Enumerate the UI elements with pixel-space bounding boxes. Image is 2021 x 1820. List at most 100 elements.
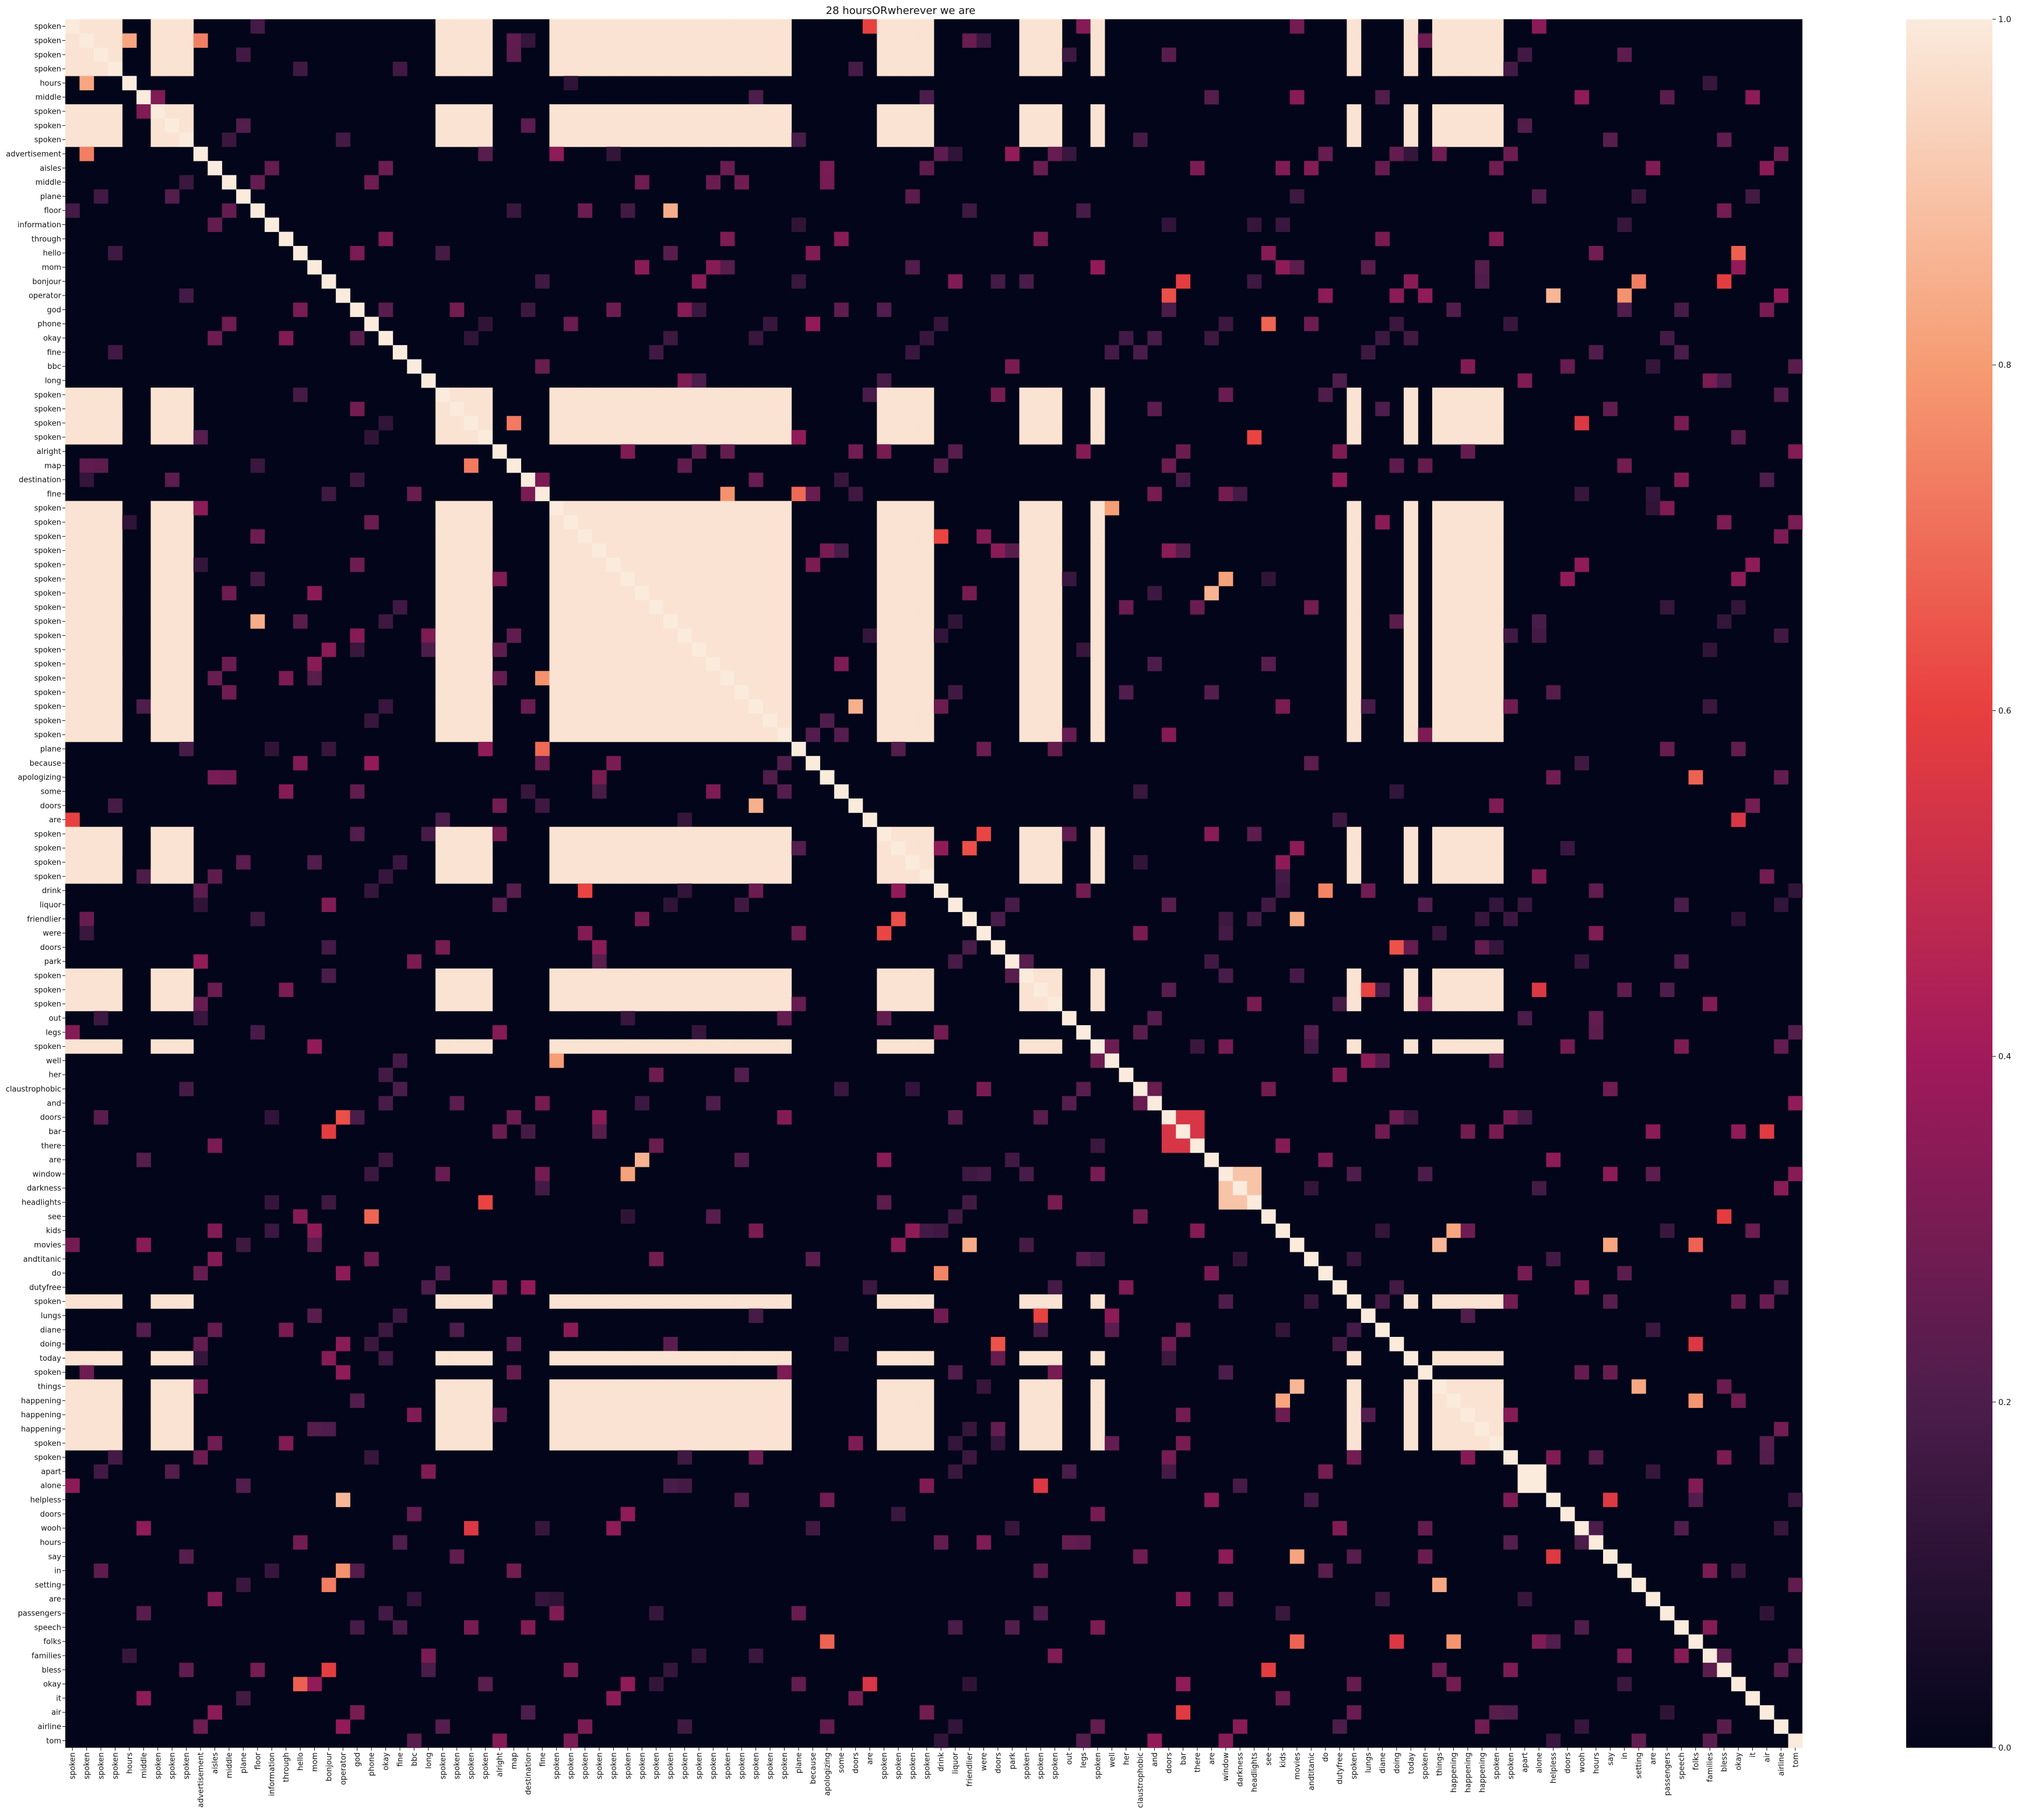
heatmap-cell <box>1033 869 1048 884</box>
heatmap-cell <box>635 416 649 431</box>
x-tick-label: spoken <box>638 1752 647 1779</box>
heatmap-cell <box>649 47 664 62</box>
heatmap-cell <box>250 458 265 473</box>
heatmap-cell <box>164 685 180 700</box>
heatmap-cell <box>905 997 920 1012</box>
heatmap-cell <box>777 388 792 402</box>
heatmap-cell <box>606 118 621 133</box>
heatmap-cell <box>663 869 678 884</box>
heatmap-cell <box>919 33 934 48</box>
heatmap-cell <box>1546 1152 1561 1167</box>
y-tick-label: middle <box>36 178 61 187</box>
heatmap-cell <box>1432 118 1447 133</box>
heatmap-cell <box>1475 826 1490 842</box>
heatmap-cell <box>293 61 308 76</box>
heatmap-cell <box>1048 997 1063 1012</box>
heatmap-cell <box>1646 1167 1661 1181</box>
heatmap-cell <box>677 657 693 671</box>
y-tick-label: operator <box>29 292 62 301</box>
heatmap-cell <box>649 1351 664 1365</box>
heatmap-cell <box>1646 161 1661 175</box>
heatmap-cell <box>720 47 735 62</box>
heatmap-cell <box>93 515 108 530</box>
heatmap-cell <box>463 1421 479 1437</box>
heatmap-cell <box>1432 132 1447 147</box>
heatmap-cell <box>691 515 707 530</box>
heatmap-cell <box>635 501 649 516</box>
heatmap-cell <box>1531 1464 1546 1479</box>
heatmap-cell <box>93 402 108 417</box>
heatmap-cell <box>635 402 649 417</box>
y-tick-label: spoken <box>34 717 61 726</box>
heatmap-cell <box>1418 458 1433 473</box>
x-tick-label: spoken <box>1350 1752 1359 1779</box>
heatmap-cell <box>93 1351 108 1365</box>
heatmap-cell <box>1574 954 1590 969</box>
y-tick-label: spoken <box>34 858 61 867</box>
x-tick-label: happening <box>1450 1752 1458 1793</box>
heatmap-cell <box>649 572 664 586</box>
heatmap-cell <box>307 671 322 686</box>
heatmap-cell <box>1289 841 1305 856</box>
heatmap-cell <box>179 33 194 48</box>
heatmap-cell <box>706 19 721 34</box>
heatmap-cell <box>834 302 849 317</box>
heatmap-cell <box>1048 529 1063 544</box>
y-tick-label: see <box>48 1213 61 1221</box>
heatmap-cell <box>1759 1705 1774 1720</box>
heatmap-cell <box>535 487 550 501</box>
heatmap-cell <box>108 600 123 615</box>
heatmap-cell <box>748 657 764 671</box>
heatmap-cell <box>1005 1521 1020 1536</box>
heatmap-cell <box>164 1351 180 1365</box>
heatmap-cell <box>79 472 94 487</box>
heatmap-cell <box>478 869 493 884</box>
heatmap-cell <box>748 472 764 487</box>
heatmap-cell <box>1788 1492 1803 1508</box>
heatmap-cell <box>164 855 180 870</box>
heatmap-cell <box>905 132 920 147</box>
heatmap-cell <box>1432 586 1447 601</box>
heatmap-cell <box>122 76 137 90</box>
heatmap-cell <box>122 33 137 48</box>
heatmap-cell <box>1603 1549 1618 1564</box>
heatmap-cell <box>79 1039 94 1054</box>
heatmap-cell <box>748 855 764 870</box>
heatmap-cell <box>934 1223 948 1238</box>
heatmap-cell <box>1546 1450 1561 1465</box>
heatmap-cell <box>1190 1039 1205 1054</box>
heatmap-cell <box>578 925 593 941</box>
heatmap-cell <box>848 1691 863 1706</box>
heatmap-cell <box>549 402 564 417</box>
heatmap-cell <box>791 841 806 856</box>
heatmap-cell <box>1460 529 1475 544</box>
heatmap-cell <box>748 529 764 544</box>
heatmap-cell <box>720 1421 735 1437</box>
heatmap-cell <box>164 61 180 76</box>
heatmap-cell <box>606 600 621 615</box>
heatmap-cell <box>108 572 123 586</box>
heatmap-cell <box>905 430 920 445</box>
y-tick-label: setting <box>35 1581 61 1590</box>
heatmap-cell <box>1432 402 1447 417</box>
heatmap-cell <box>1389 316 1404 332</box>
heatmap-cell <box>350 628 365 643</box>
heatmap-cell <box>93 671 108 686</box>
heatmap-cell <box>606 671 621 686</box>
heatmap-cell <box>1404 529 1418 544</box>
heatmap-cell <box>891 600 906 615</box>
y-tick-label: spoken <box>34 122 61 131</box>
heatmap-cell <box>179 741 194 756</box>
heatmap-cell <box>1347 104 1362 119</box>
heatmap-cell <box>777 118 792 133</box>
heatmap-cell <box>1375 1223 1390 1238</box>
heatmap-cell <box>1161 288 1176 303</box>
heatmap-cell <box>492 897 507 913</box>
y-tick-label: wooh <box>41 1525 61 1533</box>
y-tick-label: spoken <box>34 986 61 995</box>
heatmap-cell <box>463 1620 479 1635</box>
heatmap-cell <box>592 954 607 969</box>
heatmap-cell <box>1161 1138 1176 1153</box>
heatmap-cell <box>264 741 279 756</box>
heatmap-cell <box>65 501 80 516</box>
